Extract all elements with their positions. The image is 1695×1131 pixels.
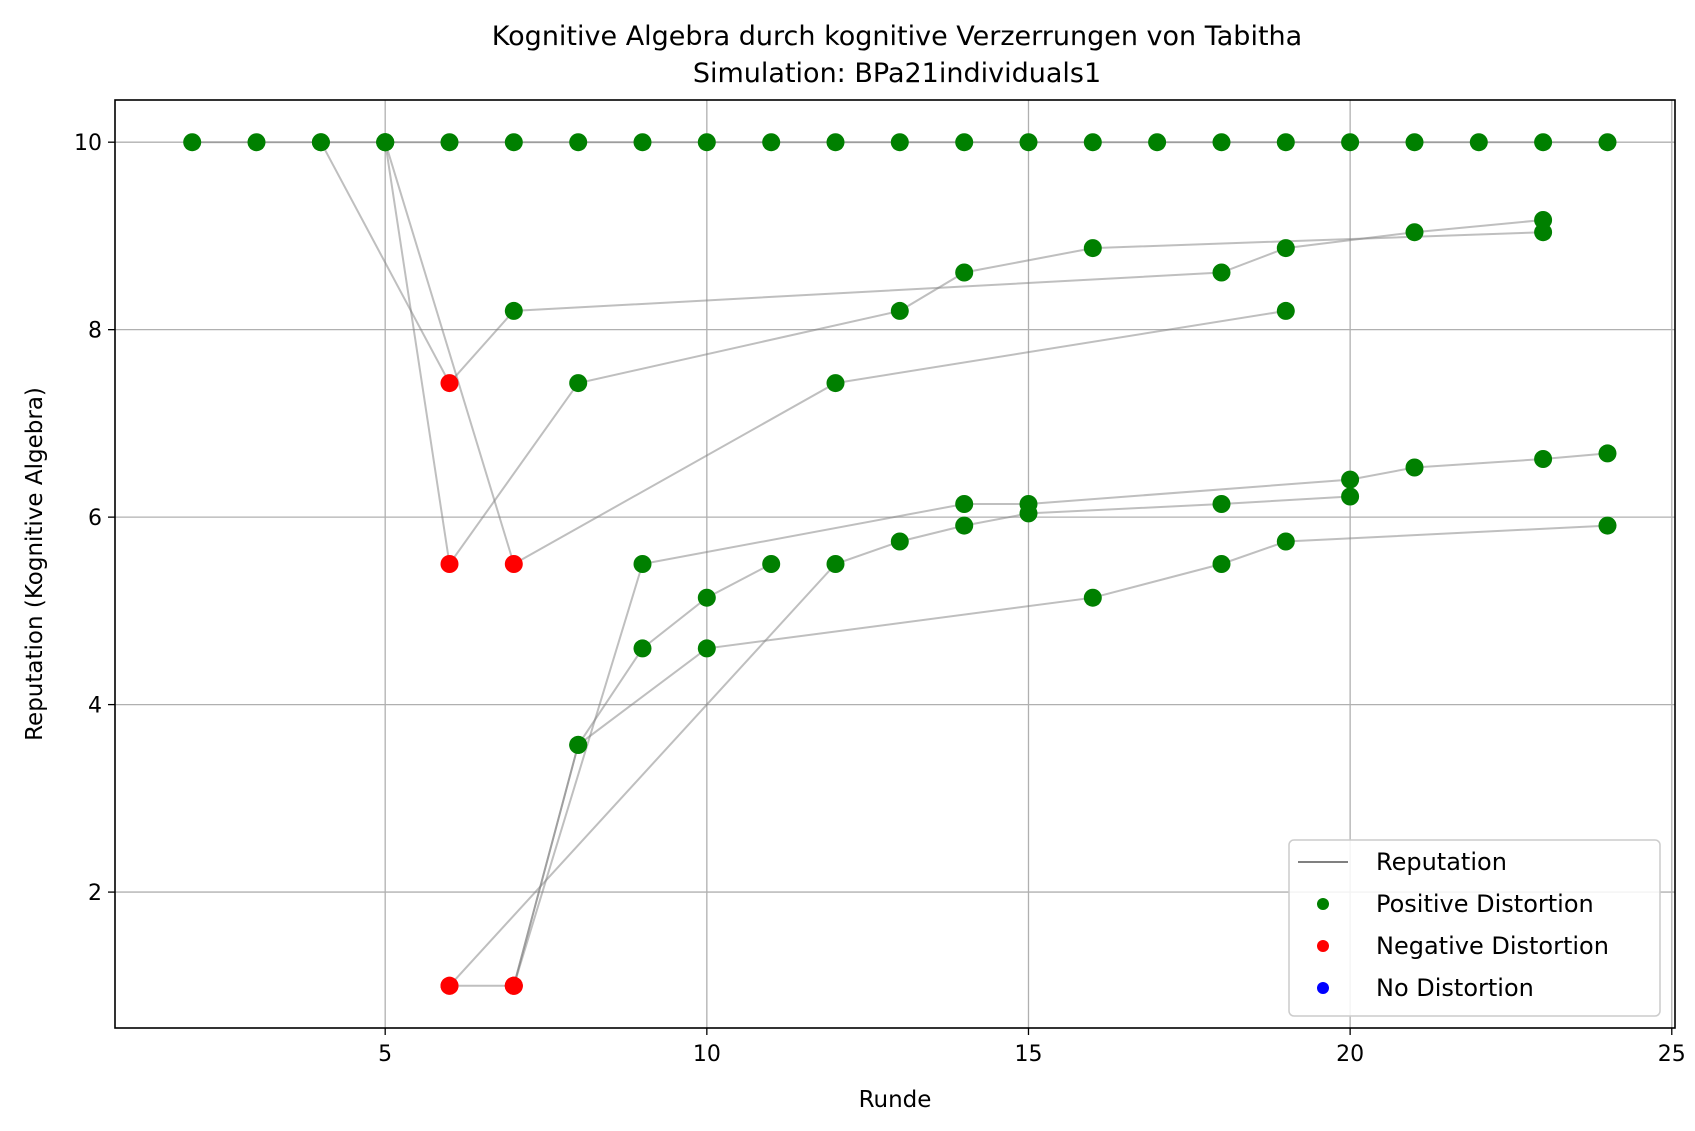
y-tick-label: 2 [88, 881, 102, 906]
positive-distortion-point [890, 301, 909, 320]
positive-distortion-point [1534, 223, 1553, 242]
legend-frame [1288, 839, 1661, 1017]
positive-distortion-point [1534, 133, 1553, 152]
positive-distortion-point [183, 133, 202, 152]
positive-distortion-point [1019, 495, 1038, 513]
x-tick-label: 20 [1336, 1042, 1364, 1067]
y-axis-label: Reputation (Kognitive Algebra) [22, 387, 48, 741]
legend-marker-swatch [1317, 982, 1329, 994]
legend-marker-swatch [1317, 898, 1329, 910]
positive-distortion-point [1405, 133, 1424, 152]
positive-distortion-point [762, 555, 781, 573]
legend-label: Negative Distortion [1376, 932, 1609, 960]
positive-distortion-point [1276, 532, 1295, 551]
positive-distortion-point [890, 133, 909, 152]
positive-distortion-point [826, 555, 845, 573]
positive-distortion-point [1469, 133, 1488, 152]
legend-marker-swatch [1317, 940, 1329, 952]
positive-distortion-point [247, 133, 266, 152]
y-tick-label: 6 [88, 506, 102, 531]
positive-distortion-point [1083, 239, 1102, 258]
x-tick-label: 25 [1658, 1042, 1686, 1067]
positive-distortion-point [697, 639, 716, 658]
positive-distortion-point [762, 133, 781, 152]
negative-distortion-point [440, 976, 459, 995]
plot-frame [114, 99, 1676, 1029]
positive-distortion-point [633, 639, 652, 658]
negative-distortion-point [440, 374, 459, 393]
positive-distortion-point [1212, 555, 1231, 573]
negative-distortion-point [504, 555, 523, 573]
legend: Reputation Positive Distortion Negative Di… [1288, 839, 1661, 1017]
positive-distortion-point [1534, 450, 1553, 468]
positive-distortion-point [1598, 444, 1617, 463]
legend-label: No Distortion [1376, 974, 1534, 1002]
positive-distortion-point [826, 374, 845, 393]
positive-distortion-point [1341, 470, 1360, 489]
positive-distortion-point [1276, 239, 1295, 258]
positive-distortion-point [504, 301, 523, 320]
positive-distortion-point [440, 133, 459, 152]
positive-distortion-point [569, 133, 588, 152]
positive-distortion-point [1276, 133, 1295, 152]
positive-distortion-point [633, 555, 652, 573]
positive-distortion-point [1405, 223, 1424, 242]
positive-distortion-point [311, 133, 330, 152]
negative-distortion-point [504, 976, 523, 995]
x-axis-label: Runde [859, 1087, 932, 1113]
positive-distortion-point [1212, 495, 1231, 513]
positive-distortion-point [633, 133, 652, 152]
positive-distortion-point [1212, 263, 1231, 282]
positive-distortion-point [955, 263, 974, 282]
axis-ticks: 5 10 15 20 25 2 4 6 8 10 [74, 131, 1686, 1067]
positive-distortion-point [1083, 588, 1102, 607]
distortion-markers [183, 133, 1617, 995]
y-tick-label: 4 [88, 694, 102, 719]
positive-distortion-point [504, 133, 523, 152]
y-tick-label: 10 [74, 131, 102, 156]
positive-distortion-point [1598, 516, 1617, 535]
positive-distortion-point [955, 495, 974, 513]
positive-distortion-point [1019, 133, 1038, 152]
positive-distortion-point [955, 133, 974, 152]
positive-distortion-point [569, 735, 588, 754]
chart-title: Kognitive Algebra durch kognitive Verzer… [492, 21, 1302, 52]
positive-distortion-point [1083, 133, 1102, 152]
reputation-line-4 [384, 141, 1286, 566]
positive-distortion-point [890, 532, 909, 551]
positive-distortion-point [1276, 301, 1295, 320]
positive-distortion-point [1598, 133, 1617, 152]
positive-distortion-point [1212, 133, 1231, 152]
x-tick-label: 5 [378, 1042, 392, 1067]
positive-distortion-point [569, 374, 588, 393]
negative-distortion-point [440, 555, 459, 573]
positive-distortion-point [1341, 133, 1360, 152]
chart-subtitle: Simulation: BPa21individuals1 [693, 58, 1101, 89]
x-tick-label: 10 [693, 1042, 721, 1067]
positive-distortion-point [1405, 458, 1424, 477]
positive-distortion-point [955, 516, 974, 535]
positive-distortion-point [1148, 133, 1167, 152]
legend-label: Reputation [1376, 848, 1507, 876]
positive-distortion-point [1341, 487, 1360, 506]
positive-distortion-point [697, 133, 716, 152]
x-tick-label: 15 [1014, 1042, 1042, 1067]
legend-label: Positive Distortion [1376, 890, 1594, 918]
positive-distortion-point [376, 133, 395, 152]
y-tick-label: 8 [88, 319, 102, 344]
positive-distortion-point [697, 588, 716, 607]
positive-distortion-point [826, 133, 845, 152]
